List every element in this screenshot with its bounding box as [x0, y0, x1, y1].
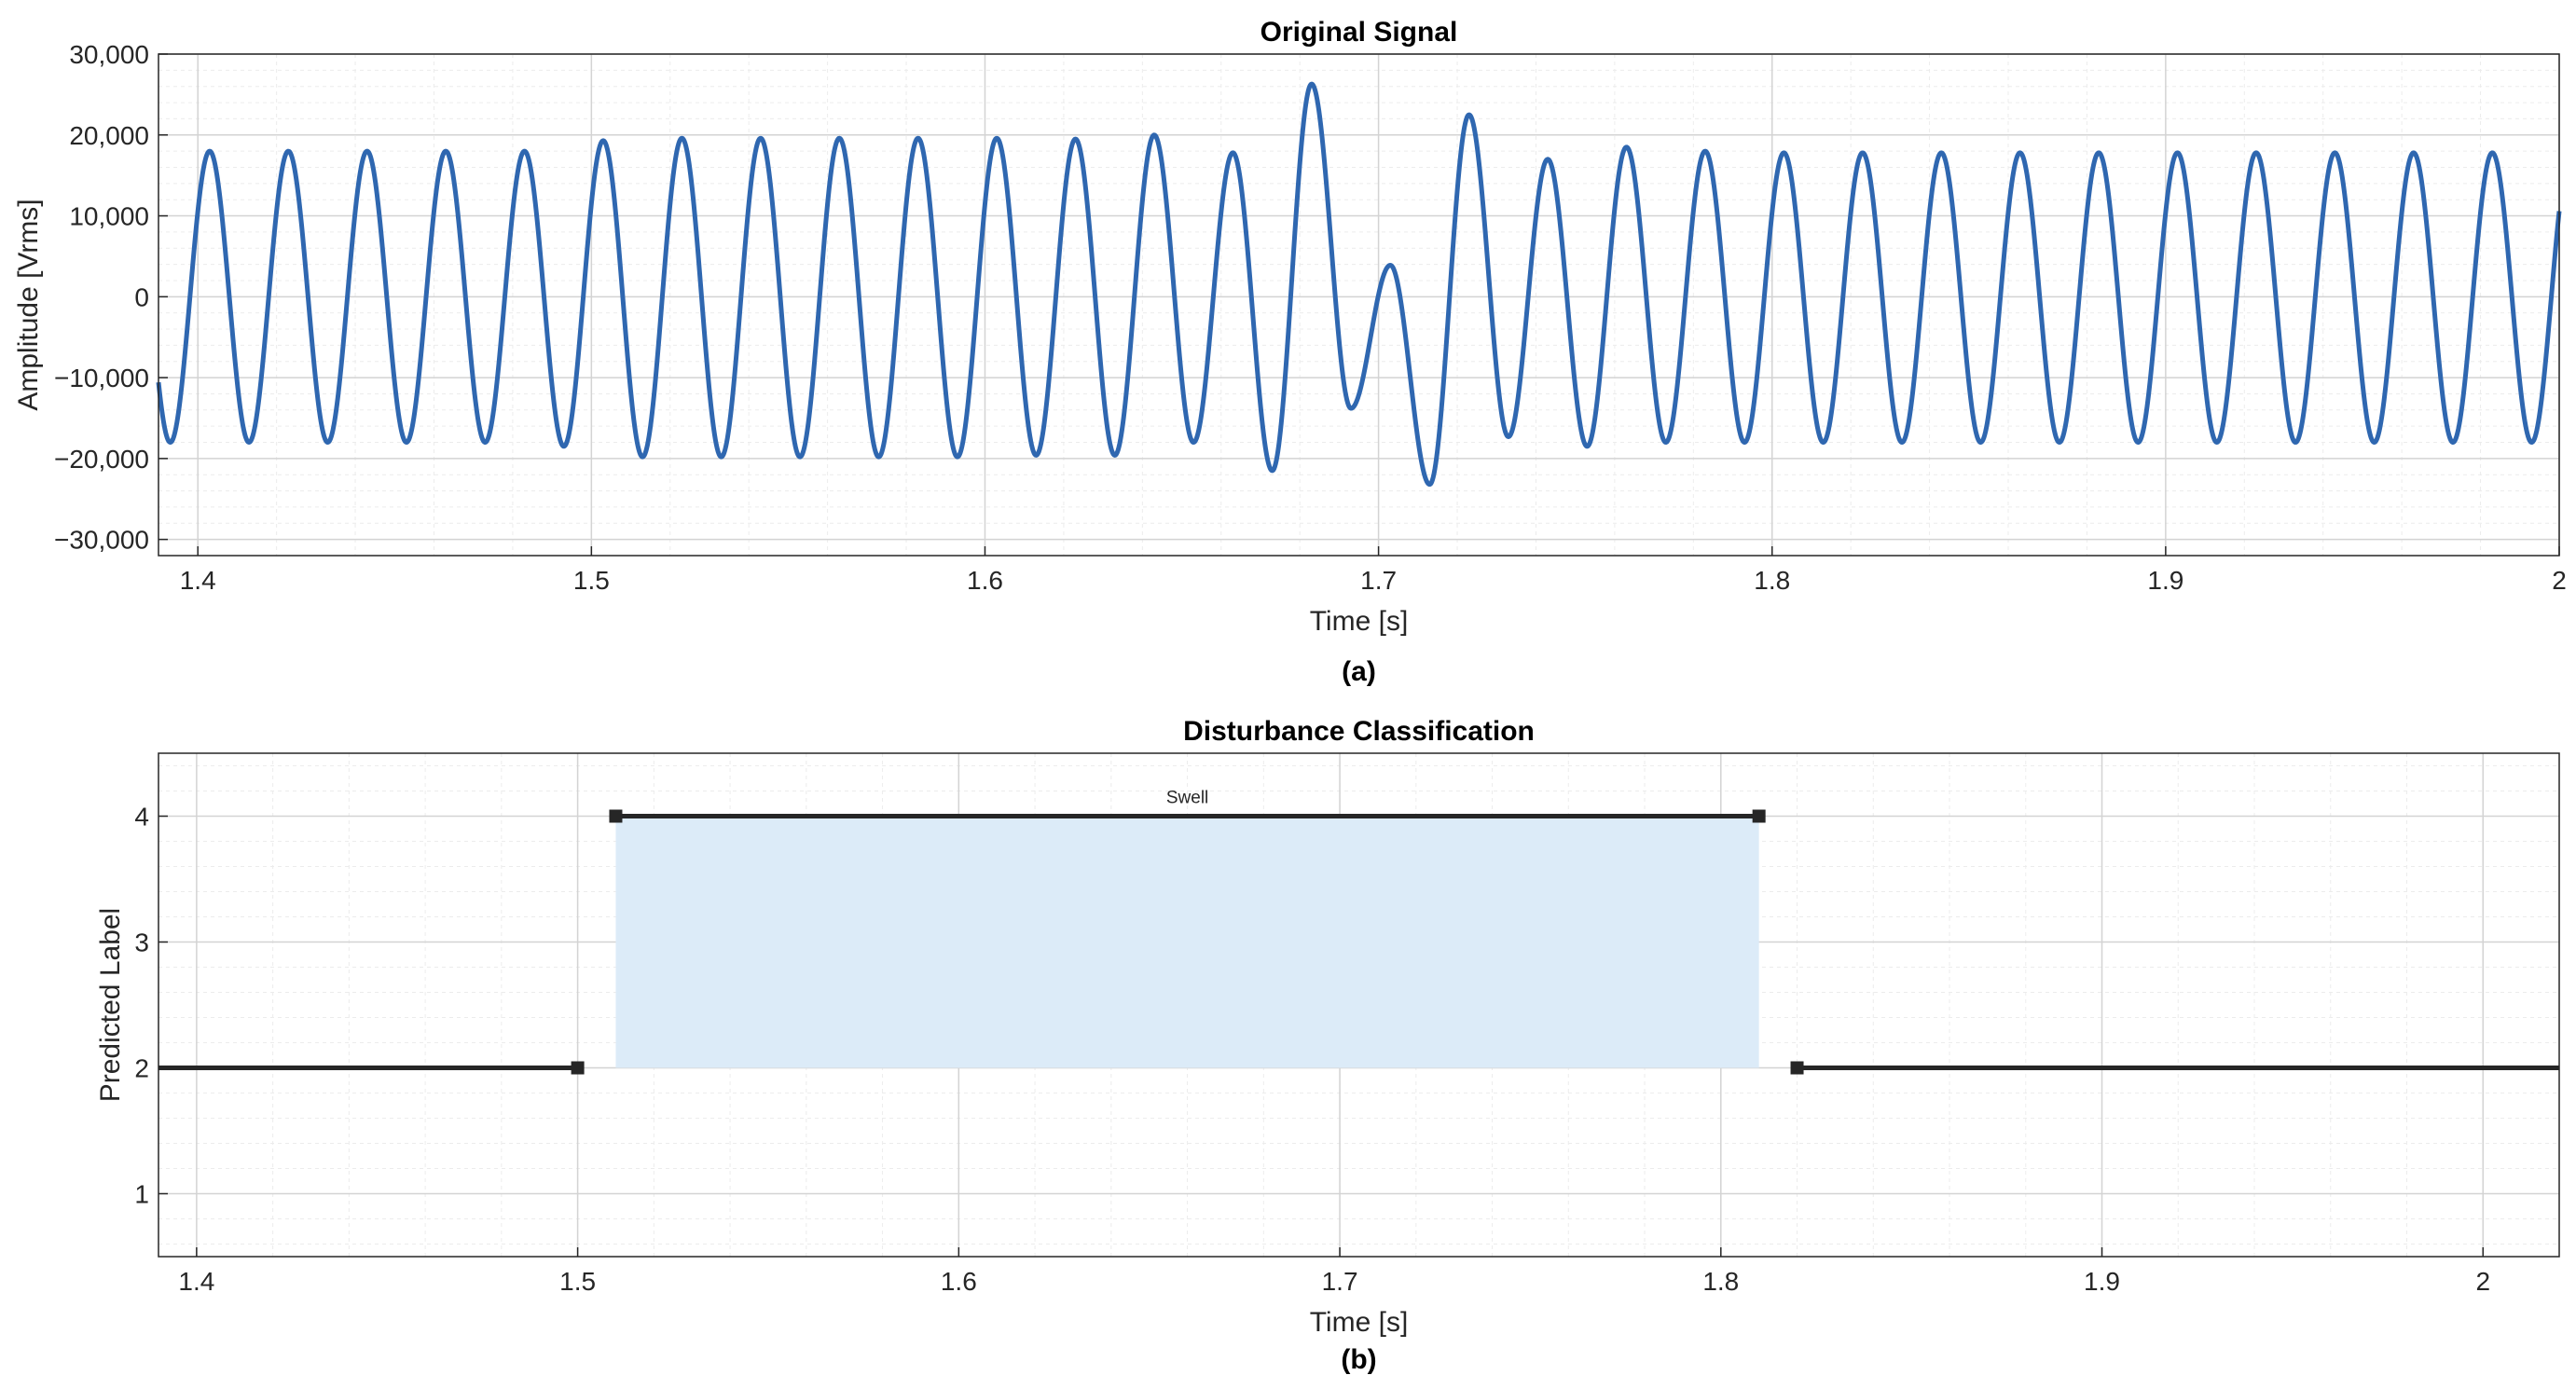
y-tick-label: 20,000 [69, 121, 149, 150]
signal-series-line [156, 81, 2562, 488]
segment-marker [609, 809, 623, 823]
x-tick-label: 1.8 [1702, 1267, 1739, 1296]
x-tick-label: 1.6 [941, 1267, 977, 1296]
signal-axes-frame [158, 53, 2560, 557]
x-tick-label: 1.7 [1322, 1267, 1358, 1296]
x-tick-label: 1.7 [1360, 566, 1397, 595]
y-tick-label: 4 [134, 803, 149, 832]
x-tick-label: 1.5 [559, 1267, 596, 1296]
x-tick-label: 1.9 [2147, 566, 2183, 595]
swell-band [615, 816, 1759, 1068]
swell-annotation: Swell [1166, 789, 1208, 808]
y-tick-label: 0 [134, 282, 149, 311]
segment-marker [1752, 809, 1766, 823]
panel-label-b: (b) [1341, 1344, 1376, 1375]
classification-ticks: 1.4 1.5 1.6 1.7 1.8 1.9 2 1 2 3 4 [134, 803, 2490, 1297]
x-tick-label: 1.4 [178, 1267, 214, 1296]
x-tick-label: 1.8 [1754, 566, 1790, 595]
classification-grid [158, 753, 2560, 1257]
classification-y-axis-label: Predicted Label [95, 908, 126, 1102]
signal-y-axis-label: Amplitude [Vrms] [13, 199, 44, 410]
signal-panel: 1.4 1.5 1.6 1.7 1.8 1.9 2 −30,000 −20,000 −10,000… [13, 17, 2567, 687]
segment-marker [1790, 1061, 1804, 1075]
y-tick-label: 3 [134, 928, 149, 957]
x-tick-label: 1.4 [180, 566, 216, 595]
classification-x-axis-label: Time [s] [1310, 1307, 1409, 1338]
y-tick-label: −20,000 [54, 445, 149, 474]
y-tick-label: 2 [134, 1054, 149, 1083]
signal-plot-area [156, 81, 2562, 488]
classification-plot-area: Swell [158, 789, 2559, 1075]
signal-x-axis-label: Time [s] [1310, 606, 1409, 637]
y-tick-label: 1 [134, 1180, 149, 1209]
y-tick-label: −10,000 [54, 364, 149, 392]
x-tick-label: 2 [2475, 1267, 2490, 1296]
x-tick-label: 1.6 [967, 566, 1003, 595]
y-tick-label: 30,000 [69, 40, 149, 69]
y-tick-label: 10,000 [69, 202, 149, 231]
classification-chart-title: Disturbance Classification [1183, 716, 1535, 747]
signal-ticks: 1.4 1.5 1.6 1.7 1.8 1.9 2 −30,000 −20,000 −10,000… [54, 40, 2567, 595]
x-tick-label: 2 [2552, 566, 2567, 595]
segment-marker [571, 1061, 585, 1075]
panel-label-a: (a) [1342, 656, 1376, 687]
signal-chart-title: Original Signal [1260, 17, 1458, 48]
y-tick-label: −30,000 [54, 526, 149, 555]
classification-axes-frame [158, 752, 2560, 1258]
x-tick-label: 1.5 [573, 566, 610, 595]
x-tick-label: 1.9 [2084, 1267, 2120, 1296]
classification-panel: Swell 1.4 1.5 1.6 1.7 1.8 1.9 2 1 2 3 4 Disturbanc… [95, 716, 2560, 1375]
